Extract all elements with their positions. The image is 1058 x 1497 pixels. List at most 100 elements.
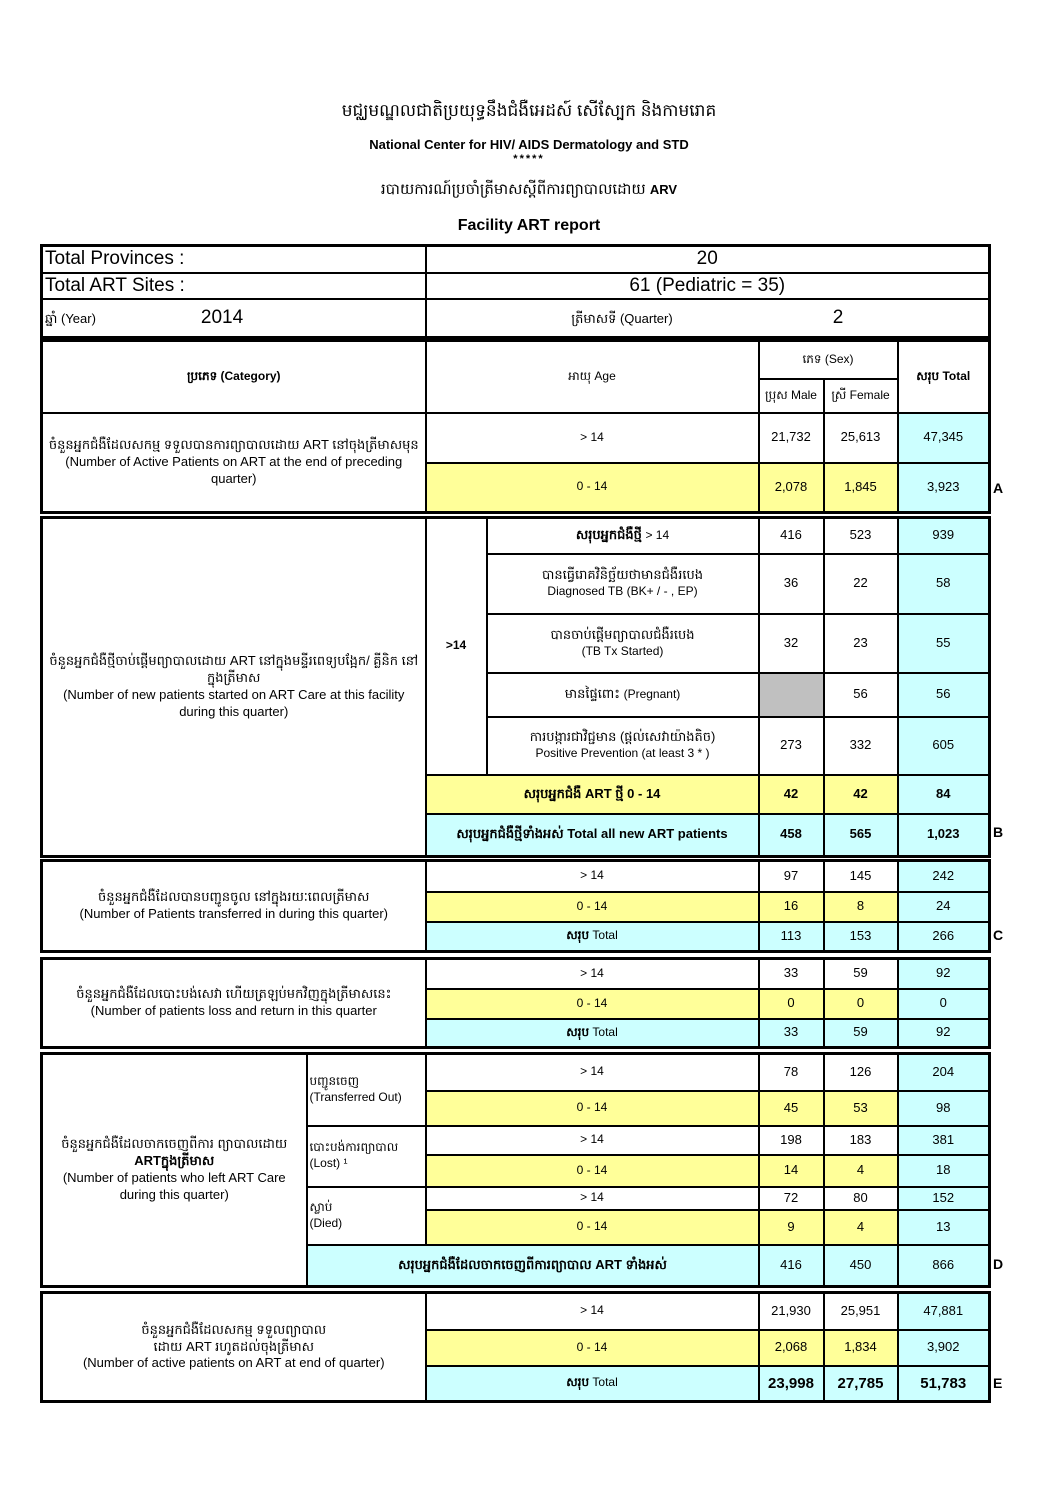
row-label-en: Diagnosed TB (BK+ / - , EP) (547, 584, 698, 599)
total-label: សរុប Total (424, 920, 760, 953)
group-en: (Transferred Out) (309, 1089, 402, 1104)
desc-kh-2: ដោយ ART រហូតដល់ចុងត្រីមាស (153, 1338, 314, 1354)
male-value: 72 (757, 1185, 825, 1211)
age-0-14: 0 - 14 (424, 1328, 760, 1367)
total-value: 56 (896, 671, 991, 718)
col-female: ស្រី Female (822, 377, 899, 414)
year-cell: ឆ្នាំ (Year) 2014 (40, 298, 427, 339)
quarter-cell: ត្រីមាសទី (Quarter) 2 (424, 298, 991, 339)
section-letter: E (993, 1375, 1003, 1391)
female-value: 1,834 (822, 1328, 899, 1367)
age-gt14: > 14 (424, 957, 760, 990)
desc-kh: ចំនួនអ្នកជំងឺដែលសកម្ម ទទួលបានការព្យាបាលដ… (48, 436, 419, 452)
male-value: 416 (757, 1243, 825, 1288)
group-kh: ស្លាប់ (309, 1199, 333, 1214)
report-title: Facility ART report (457, 217, 601, 234)
total-value: 92 (896, 1017, 991, 1049)
female-value: 25,951 (822, 1291, 899, 1331)
male-value: 33 (757, 1017, 825, 1049)
female-value: 8 (822, 890, 899, 923)
total-value: 866 (896, 1243, 991, 1288)
female-value: 23 (822, 612, 899, 674)
total-value: 381 (896, 1124, 991, 1156)
section-e-table: ចំនួនអ្នកជំងឺដែលសកម្ម ទទួលព្យាបាល ដោយ ART… (40, 1291, 991, 1403)
desc-en: (Number of patients who left ART Care du… (62, 1170, 286, 1202)
female-value: 565 (822, 812, 899, 858)
section-b-table: ចំនួនអ្នកជំងឺថ្មីចាប់ផ្តើមព្យាបាលដោយ ART… (40, 516, 991, 858)
row-label: បានចាប់ផ្តើមព្យាបាលជំងឺរបេង (TB Tx Starte… (485, 612, 760, 674)
female-value: 27,785 (822, 1364, 899, 1403)
female-value: 22 (822, 552, 899, 615)
male-value: 2,078 (757, 461, 825, 514)
desc-kh: ចំនួនអ្នកជំងឺថ្មីចាប់ផ្តើមព្យាបាលដោយ ART… (49, 653, 419, 686)
section-a-table: ប្រភេទ (Category) អាយុ Age ភេទ (Sex) សរុប T… (40, 339, 991, 514)
total-label-kh: សរុប (566, 928, 590, 943)
section-a-description: ចំនួនអ្នកជំងឺដែលសកម្ម ទទួលបានការព្យាបាលដ… (40, 411, 427, 514)
age-0-14: 0 - 14 (424, 1153, 760, 1188)
section-letter: A (993, 480, 1004, 496)
male-value: 21,930 (757, 1291, 825, 1331)
col-category: ប្រភេទ (Category) (40, 339, 427, 414)
section-letter: D (993, 1256, 1004, 1272)
age-gt14: >14 (424, 516, 488, 776)
total-value: 0 (896, 987, 991, 1020)
age-gt14: > 14 (424, 859, 760, 893)
group-en: (Died) (309, 1215, 343, 1230)
desc-en: (Number of Active Patients on ART at the… (65, 453, 403, 486)
female-value: 59 (822, 957, 899, 990)
total-label: សរុប Total (424, 1017, 760, 1049)
female-value: 450 (822, 1243, 899, 1288)
male-value: 16 (757, 890, 825, 923)
provinces-label: Total Provinces : (40, 244, 427, 274)
female-value: 25,613 (822, 411, 899, 464)
provinces-value: 20 (424, 244, 991, 274)
total-value: 152 (896, 1185, 991, 1211)
female-value: 59 (822, 1017, 899, 1049)
male-value: 273 (757, 715, 825, 776)
female-value: 332 (822, 715, 899, 776)
group-en: (Lost) ¹ (309, 1156, 348, 1170)
report-title-khmer: របាយការណ៍ប្រចាំត្រីមាសស្តីពីការព្យាបាលដោ… (0, 180, 1058, 202)
row-label-en: (TB Tx Started) (581, 643, 664, 658)
total-value: 204 (896, 1052, 991, 1092)
total-label: សរុប Total (424, 1364, 760, 1403)
desc-kh: ចំនួនអ្នកជំងឺដែលបានបញ្ជូនចូល នៅក្នុងរយៈព… (98, 889, 370, 905)
age-0-14: 0 - 14 (424, 987, 760, 1020)
desc-kh: ចំនួនអ្នកជំងឺដែលសកម្ម ទទួលព្យាបាល (141, 1321, 327, 1337)
total-label-en: Total (592, 928, 618, 943)
row-label: បានធ្វើរោគវិនិច្ឆ័យថាមានជំងឺរបេង Diagnose… (485, 552, 760, 615)
total-value: 242 (896, 859, 991, 893)
row-label-kh: មានផ្ទៃពោះ (564, 686, 620, 702)
total-value: 98 (896, 1089, 991, 1127)
total-value: 13 (896, 1208, 991, 1246)
age-gt14: > 14 (424, 411, 760, 464)
desc-kh: ចំនួនអ្នកជំងឺដែលបោះបង់សេវា ហើយត្រឡប់មកវិ… (76, 986, 392, 1002)
total-value: 55 (896, 612, 991, 674)
pediatric-total-label: សរុបអ្នកជំងឺ ART ថ្មី 0 - 14 (424, 773, 760, 815)
year-label: ឆ្នាំ (Year) (45, 310, 96, 326)
total-value: 58 (896, 552, 991, 615)
info-table: Total Provinces :20 Total ART Sites :61 … (40, 244, 991, 339)
row-label-kh: បានធ្វើរោគវិនិច្ឆ័យថាមានជំងឺរបេង (542, 567, 703, 583)
age-0-14: 0 - 14 (424, 1089, 760, 1127)
row-label: សរុបអ្នកជំងឺថ្មី > 14 (485, 516, 760, 555)
report-title-khmer-text: របាយការណ៍ប្រចាំត្រីមាសស្តីពីការព្យាបាលដោ… (380, 181, 646, 198)
year-value: 2014 (200, 306, 244, 328)
age-0-14: 0 - 14 (424, 890, 760, 923)
male-value: 416 (757, 516, 825, 555)
male-value: 23,998 (757, 1364, 825, 1403)
section-d-description: ចំនួនអ្នកជំងឺដែលចាកចេញពីការ ព្យាបាលដោយ AR… (40, 1052, 308, 1288)
desc-en: (Number of new patients started on ART C… (63, 687, 405, 719)
age-gt14: > 14 (424, 1124, 760, 1156)
male-value: 42 (757, 773, 825, 815)
total-value: 18 (896, 1153, 991, 1188)
row-label: មានផ្ទៃពោះ (Pregnant) (485, 671, 760, 718)
section-b-description: ចំនួនអ្នកជំងឺថ្មីចាប់ផ្តើមព្យាបាលដោយ ART… (40, 516, 427, 858)
female-value: 56 (822, 671, 899, 718)
sites-value: 61 (Pediatric = 35) (424, 271, 991, 301)
female-value: 153 (822, 920, 899, 953)
row-label-en: Positive Prevention (at least 3 * ) (535, 746, 710, 761)
female-value: 183 (822, 1124, 899, 1156)
male-value: 45 (757, 1089, 825, 1127)
